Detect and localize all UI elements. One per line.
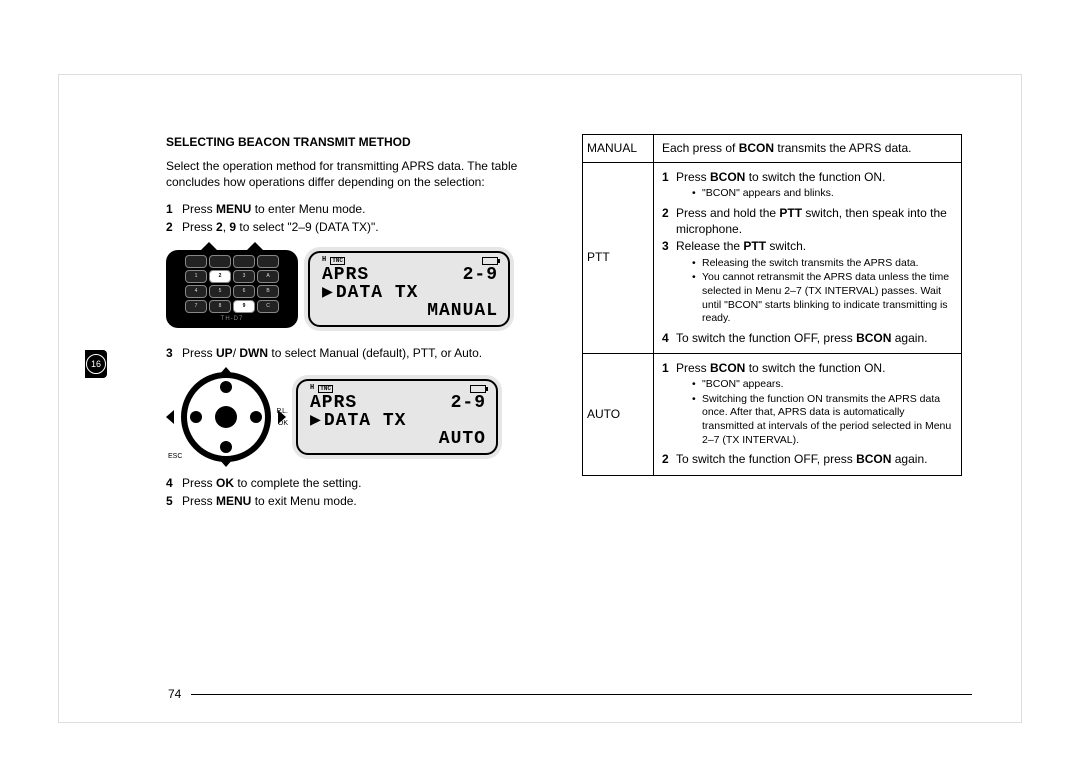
mode-label-ptt: PTT (583, 163, 654, 354)
mode-label-manual: MANUAL (583, 135, 654, 163)
device-illustration-1: 123A 456B 789C TH-D7 H TNC (166, 247, 556, 331)
keypad-icon: 123A 456B 789C TH-D7 (166, 250, 298, 328)
lcd-line1-right: 2-9 (451, 394, 486, 412)
bullet: "BCON" appears and blinks. (692, 187, 953, 201)
steps-list-cont: 3 Press UP/ DWN to select Manual (defaul… (166, 345, 556, 361)
step-number: 1 (166, 201, 182, 217)
step-body: Press OK to complete the setting. (182, 475, 556, 491)
lcd-line1-right: 2-9 (463, 266, 498, 284)
device-illustration-2: ESC P.L. OK H TNC APRS 2-9 (166, 373, 556, 461)
step-2: 2 Press 2, 9 to select "2–9 (DATA TX)". (166, 219, 556, 235)
lcd-line1-left: APRS (310, 394, 357, 412)
lcd-line1-left: APRS (322, 266, 369, 284)
bullet: You cannot retransmit the APRS data unle… (692, 271, 953, 326)
bullet: "BCON" appears. (692, 378, 953, 392)
page-footer: 74 (168, 687, 972, 701)
mode-desc-auto: 1 Press BCON to switch the function ON. … (654, 353, 962, 475)
footer-rule (191, 694, 972, 695)
step-number: 2 (166, 219, 182, 235)
mode-desc-manual: Each press of BCON transmits the APRS da… (654, 135, 962, 163)
left-column: SELECTING BEACON TRANSMIT METHOD Select … (166, 134, 556, 713)
row-ptt: PTT 1 Press BCON to switch the function … (583, 163, 962, 354)
step-1: 1 Press MENU to enter Menu mode. (166, 201, 556, 217)
step-3: 3 Press UP/ DWN to select Manual (defaul… (166, 345, 556, 361)
mode-desc-ptt: 1 Press BCON to switch the function ON. … (654, 163, 962, 354)
lcd-screen-auto: H TNC APRS 2-9 ▶DATA TX AUTO (292, 375, 502, 459)
steps-list: 1 Press MENU to enter Menu mode. 2 Press… (166, 201, 556, 235)
step-number: 4 (166, 475, 182, 491)
lcd-line3: AUTO (310, 430, 486, 448)
step-body: Press UP/ DWN to select Manual (default)… (182, 345, 556, 361)
steps-list-end: 4 Press OK to complete the setting. 5 Pr… (166, 475, 556, 509)
mode-table: MANUAL Each press of BCON transmits the … (582, 134, 962, 476)
right-column: MANUAL Each press of BCON transmits the … (582, 134, 962, 713)
mode-label-auto: AUTO (583, 353, 654, 475)
row-auto: AUTO 1 Press BCON to switch the function… (583, 353, 962, 475)
bullet: Switching the function ON transmits the … (692, 393, 953, 448)
step-4: 4 Press OK to complete the setting. (166, 475, 556, 491)
intro-paragraph: Select the operation method for transmit… (166, 158, 556, 190)
lcd-line3: MANUAL (322, 302, 498, 320)
step-5: 5 Press MENU to exit Menu mode. (166, 493, 556, 509)
lcd-line2: DATA TX (336, 283, 419, 303)
step-body: Press MENU to exit Menu mode. (182, 493, 556, 509)
step-body: Press MENU to enter Menu mode. (182, 201, 556, 217)
lcd-screen-manual: H TNC APRS 2-9 ▶DATA TX MANUAL (304, 247, 514, 331)
row-manual: MANUAL Each press of BCON transmits the … (583, 135, 962, 163)
two-column-content: SELECTING BEACON TRANSMIT METHOD Select … (58, 74, 1022, 723)
bullet: Releasing the switch transmits the APRS … (692, 257, 953, 271)
navpad-icon: ESC P.L. OK (166, 373, 286, 461)
lcd-line2: DATA TX (324, 411, 407, 431)
page: 16 SELECTING BEACON TRANSMIT METHOD Sele… (0, 0, 1080, 763)
section-heading: SELECTING BEACON TRANSMIT METHOD (166, 134, 556, 150)
step-number: 5 (166, 493, 182, 509)
page-number: 74 (168, 687, 181, 701)
step-number: 3 (166, 345, 182, 361)
step-body: Press 2, 9 to select "2–9 (DATA TX)". (182, 219, 556, 235)
